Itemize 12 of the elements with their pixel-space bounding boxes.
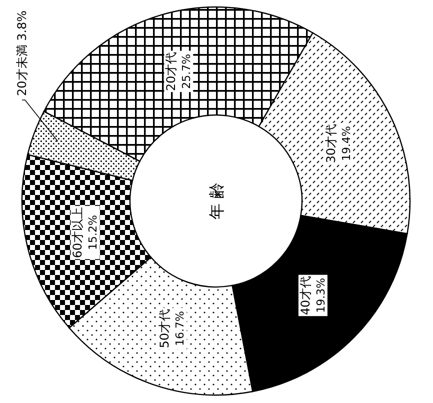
- data-label: 19.4%: [340, 126, 354, 162]
- data-label: 15.2%: [86, 215, 100, 250]
- slice-label: 30才代: [324, 124, 338, 164]
- text: 年 齢: [207, 182, 226, 220]
- data-label: 19.3%: [314, 278, 328, 313]
- data-label: 25.7%: [180, 54, 194, 89]
- data-label: 16.7%: [174, 311, 187, 346]
- slice-label: 20才代: [164, 52, 178, 92]
- slice-label: 60才以上: [70, 206, 85, 258]
- slice-label: 50才代: [158, 308, 172, 348]
- slice-label: 20才未満 3.8%: [15, 10, 29, 96]
- slice-label: 40才代: [298, 276, 312, 316]
